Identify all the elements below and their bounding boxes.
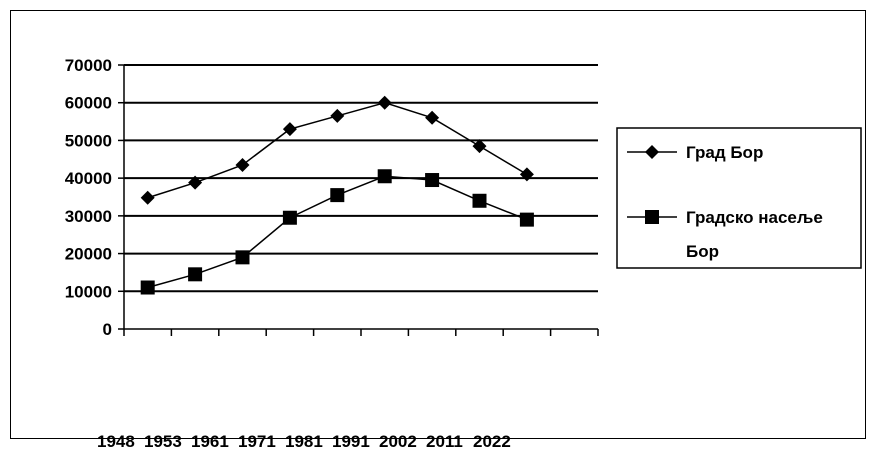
series-2 xyxy=(140,169,534,295)
x-tick-label: 2011 xyxy=(426,432,463,450)
y-tick-label: 50000 xyxy=(65,131,112,150)
gridlines xyxy=(124,64,598,293)
diamond-point xyxy=(425,110,440,125)
y-tick-label: 30000 xyxy=(65,207,112,226)
x-tick-label: 2002 xyxy=(379,432,417,450)
x-tick-label: 1953 xyxy=(144,432,182,450)
y-tick-label: 10000 xyxy=(65,282,112,301)
legend-label-series-2: Градско насеље Бор xyxy=(686,208,823,261)
diamond-point xyxy=(377,95,392,110)
legend: Град Бор Градско насеље Бор xyxy=(616,127,862,269)
square-point xyxy=(330,188,345,203)
x-tick-label: 1948 xyxy=(97,432,135,450)
diamond-point xyxy=(472,139,487,154)
diamond-point xyxy=(235,157,250,172)
y-tick-label: 0 xyxy=(103,320,112,339)
x-tick-label: 1961 xyxy=(191,432,229,450)
square-point xyxy=(519,212,534,227)
y-tick-label: 60000 xyxy=(65,94,112,113)
axes: 0 10000 20000 30000 40000 50000 60000 70000 1948… xyxy=(65,56,599,450)
diamond-point xyxy=(519,167,534,182)
series-1 xyxy=(140,95,534,205)
series-layer xyxy=(140,95,534,295)
diamond-point xyxy=(330,108,345,123)
x-tick-label: 1971 xyxy=(238,432,276,450)
square-point xyxy=(377,169,392,184)
legend-label-series-1: Град Бор xyxy=(686,143,763,162)
y-tick-label: 20000 xyxy=(65,245,112,264)
square-point xyxy=(235,250,250,265)
diamond-point xyxy=(188,175,203,190)
diamond-point xyxy=(282,122,297,137)
square-point xyxy=(282,210,297,225)
x-tick-label: 2022 xyxy=(473,432,511,450)
square-point xyxy=(140,280,155,295)
y-tick-label: 40000 xyxy=(65,169,112,188)
x-tick-label: 1991 xyxy=(332,432,370,450)
square-point xyxy=(472,193,487,208)
square-point xyxy=(188,267,203,282)
legend-diamond-icon xyxy=(645,145,659,159)
legend-square-icon xyxy=(645,210,659,224)
x-tick-label: 1981 xyxy=(285,432,323,450)
diamond-point xyxy=(140,190,155,205)
y-tick-label: 70000 xyxy=(65,56,112,75)
square-point xyxy=(425,173,440,188)
